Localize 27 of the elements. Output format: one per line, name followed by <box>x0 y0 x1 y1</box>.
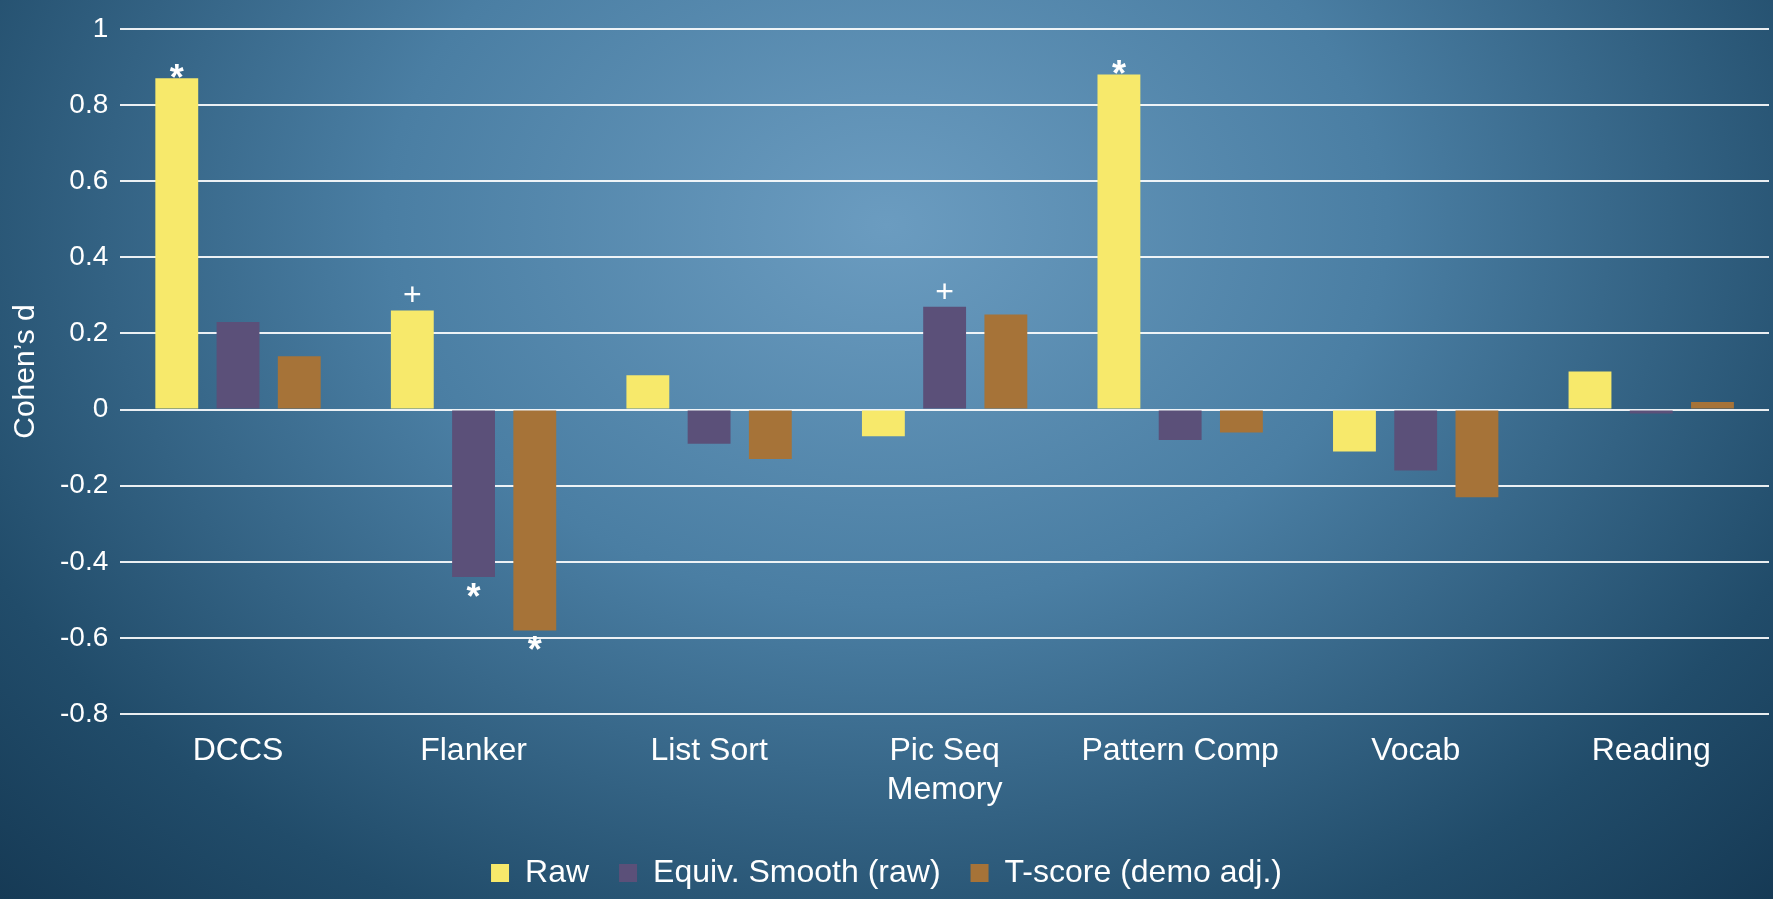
legend-label: T-score (demo adj.) <box>1004 852 1282 889</box>
y-tick-label: 1 <box>92 11 109 43</box>
x-tick-label: List Sort <box>650 731 768 768</box>
legend-label: Equiv. Smooth (raw) <box>653 852 941 889</box>
annotation: * <box>466 576 481 618</box>
y-tick-label: 0.6 <box>69 163 109 195</box>
y-tick-label: -0.8 <box>60 696 109 728</box>
y-tick-label: -0.2 <box>60 468 109 500</box>
y-tick-label: 0.8 <box>69 87 109 119</box>
annotation: + <box>935 272 954 309</box>
annotation: * <box>169 57 184 99</box>
y-axis-title: Cohen’s d <box>7 304 41 439</box>
y-tick-label: -0.4 <box>60 544 109 576</box>
x-tick-label: Pattern Comp <box>1081 731 1279 768</box>
annotation: * <box>1111 53 1126 95</box>
annotation: + <box>402 276 422 313</box>
annotation: * <box>527 629 542 671</box>
y-tick-label: 0.4 <box>69 239 109 271</box>
y-tick-label: -0.6 <box>60 620 109 652</box>
y-tick-label: 0.2 <box>69 316 109 348</box>
x-tick-label: Reading <box>1591 731 1711 768</box>
x-tick-label: Pic Seq Memory <box>886 731 1003 806</box>
y-tick-label: 0 <box>92 392 109 424</box>
x-tick-label: Vocab <box>1371 731 1461 768</box>
x-tick-label: Flanker <box>420 731 528 768</box>
legend-label: Raw <box>525 852 590 889</box>
x-tick-label: DCCS <box>192 731 284 768</box>
